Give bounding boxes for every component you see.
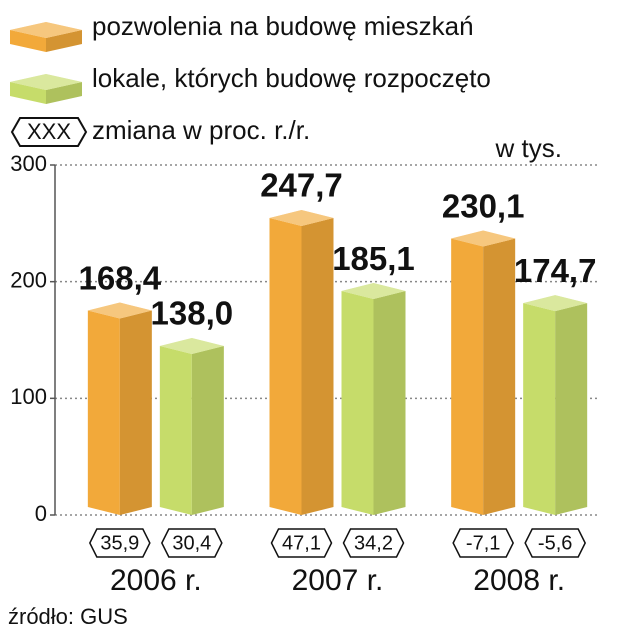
bar (159, 338, 224, 515)
change-label: 34,2 (354, 532, 393, 554)
bar-top-face (10, 74, 82, 90)
bar-right-face (119, 310, 152, 515)
bar-top-face (451, 230, 516, 247)
unit-label: w tys. (495, 133, 562, 163)
bar-top-light (159, 338, 224, 354)
y-tick-label: 0 (35, 501, 47, 526)
change-frame (452, 528, 515, 558)
bar-right-shade (46, 30, 82, 52)
bar-top-face (159, 338, 224, 354)
bar-right-face (46, 82, 82, 104)
x-tick-label: 2006 r. (110, 564, 202, 597)
bar (341, 283, 406, 515)
bar-right-shade (46, 82, 82, 104)
bar-top-light (87, 302, 152, 319)
change-frame (88, 528, 151, 558)
change-badge: 47,1 (270, 528, 333, 558)
change-frame (342, 528, 405, 558)
change-badge: -5,6 (524, 528, 587, 558)
value-label: 174,7 (514, 252, 597, 289)
bar-left-face (10, 82, 46, 104)
bar-left-face (341, 291, 374, 515)
bar-top-light (10, 74, 82, 90)
legend-label: pozwolenia na budowę mieszkań (92, 11, 474, 41)
change-label: 47,1 (282, 532, 321, 554)
legend-label: lokale, których budowę rozpoczęto (92, 63, 491, 93)
bar-right-face (555, 303, 588, 515)
change-frame (270, 528, 333, 558)
bar-top-light (523, 295, 588, 312)
value-label: 247,7 (260, 167, 343, 204)
bar-left-face (10, 30, 46, 52)
bar (451, 230, 516, 516)
bar-top-light (341, 283, 406, 300)
change-badge: 30,4 (160, 528, 223, 558)
value-label: 168,4 (79, 259, 162, 296)
source: źródło: GUS (8, 604, 128, 629)
change-frame (524, 528, 587, 558)
bar-right-face (46, 30, 82, 52)
bar-top-light (451, 230, 516, 247)
bar-top-face (341, 283, 406, 300)
change-label: -5,6 (538, 532, 572, 554)
bar (87, 302, 152, 515)
y-tick-label: 100 (10, 384, 47, 409)
legend: pozwolenia na budowę mieszkań lokale, kt… (10, 11, 491, 147)
bar-top-face (10, 22, 82, 38)
bar-right-shade (483, 238, 516, 516)
bar-top-face (87, 302, 152, 319)
change-badge: 35,9 (88, 528, 151, 558)
bar-left-face (159, 346, 192, 515)
bar-left-face (523, 303, 556, 515)
value-label: 138,0 (151, 295, 234, 332)
bar-left-face (269, 218, 302, 515)
bar (523, 295, 588, 515)
bar-top-light (10, 22, 82, 38)
bar-right-shade (555, 303, 588, 515)
bar-right-shade (301, 218, 334, 515)
value-label: 230,1 (442, 187, 525, 224)
bar-left-face (451, 238, 484, 516)
change-frame (160, 528, 223, 558)
change-label: 35,9 (100, 532, 139, 554)
x-tick-label: 2008 r. (473, 564, 565, 597)
y-tick-label: 300 (10, 151, 47, 176)
change-symbol-frame (10, 117, 88, 147)
bar-right-shade (373, 291, 406, 515)
bar (269, 210, 334, 515)
legend-swatch (10, 74, 82, 104)
y-tick-label: 200 (10, 267, 47, 292)
legend-label: zmiana w proc. r./r. (92, 115, 310, 145)
bar-left-face (87, 310, 120, 515)
change-symbol: XXX (27, 119, 71, 144)
bar-right-face (373, 291, 406, 515)
value-label: 185,1 (332, 240, 415, 277)
bar-right-face (191, 346, 224, 515)
x-tick-label: 2007 r. (292, 564, 384, 597)
bar-top-face (523, 295, 588, 312)
legend-swatch (10, 22, 82, 52)
change-badge: -7,1 (452, 528, 515, 558)
bar-top-face (269, 210, 334, 227)
bar-right-face (483, 238, 516, 516)
bar-right-face (301, 218, 334, 515)
bar-right-shade (191, 346, 224, 515)
change-label: -7,1 (466, 532, 500, 554)
change-label: 30,4 (172, 532, 211, 554)
bar-right-shade (119, 310, 152, 515)
bar-top-light (269, 210, 334, 227)
change-badge: 34,2 (342, 528, 405, 558)
